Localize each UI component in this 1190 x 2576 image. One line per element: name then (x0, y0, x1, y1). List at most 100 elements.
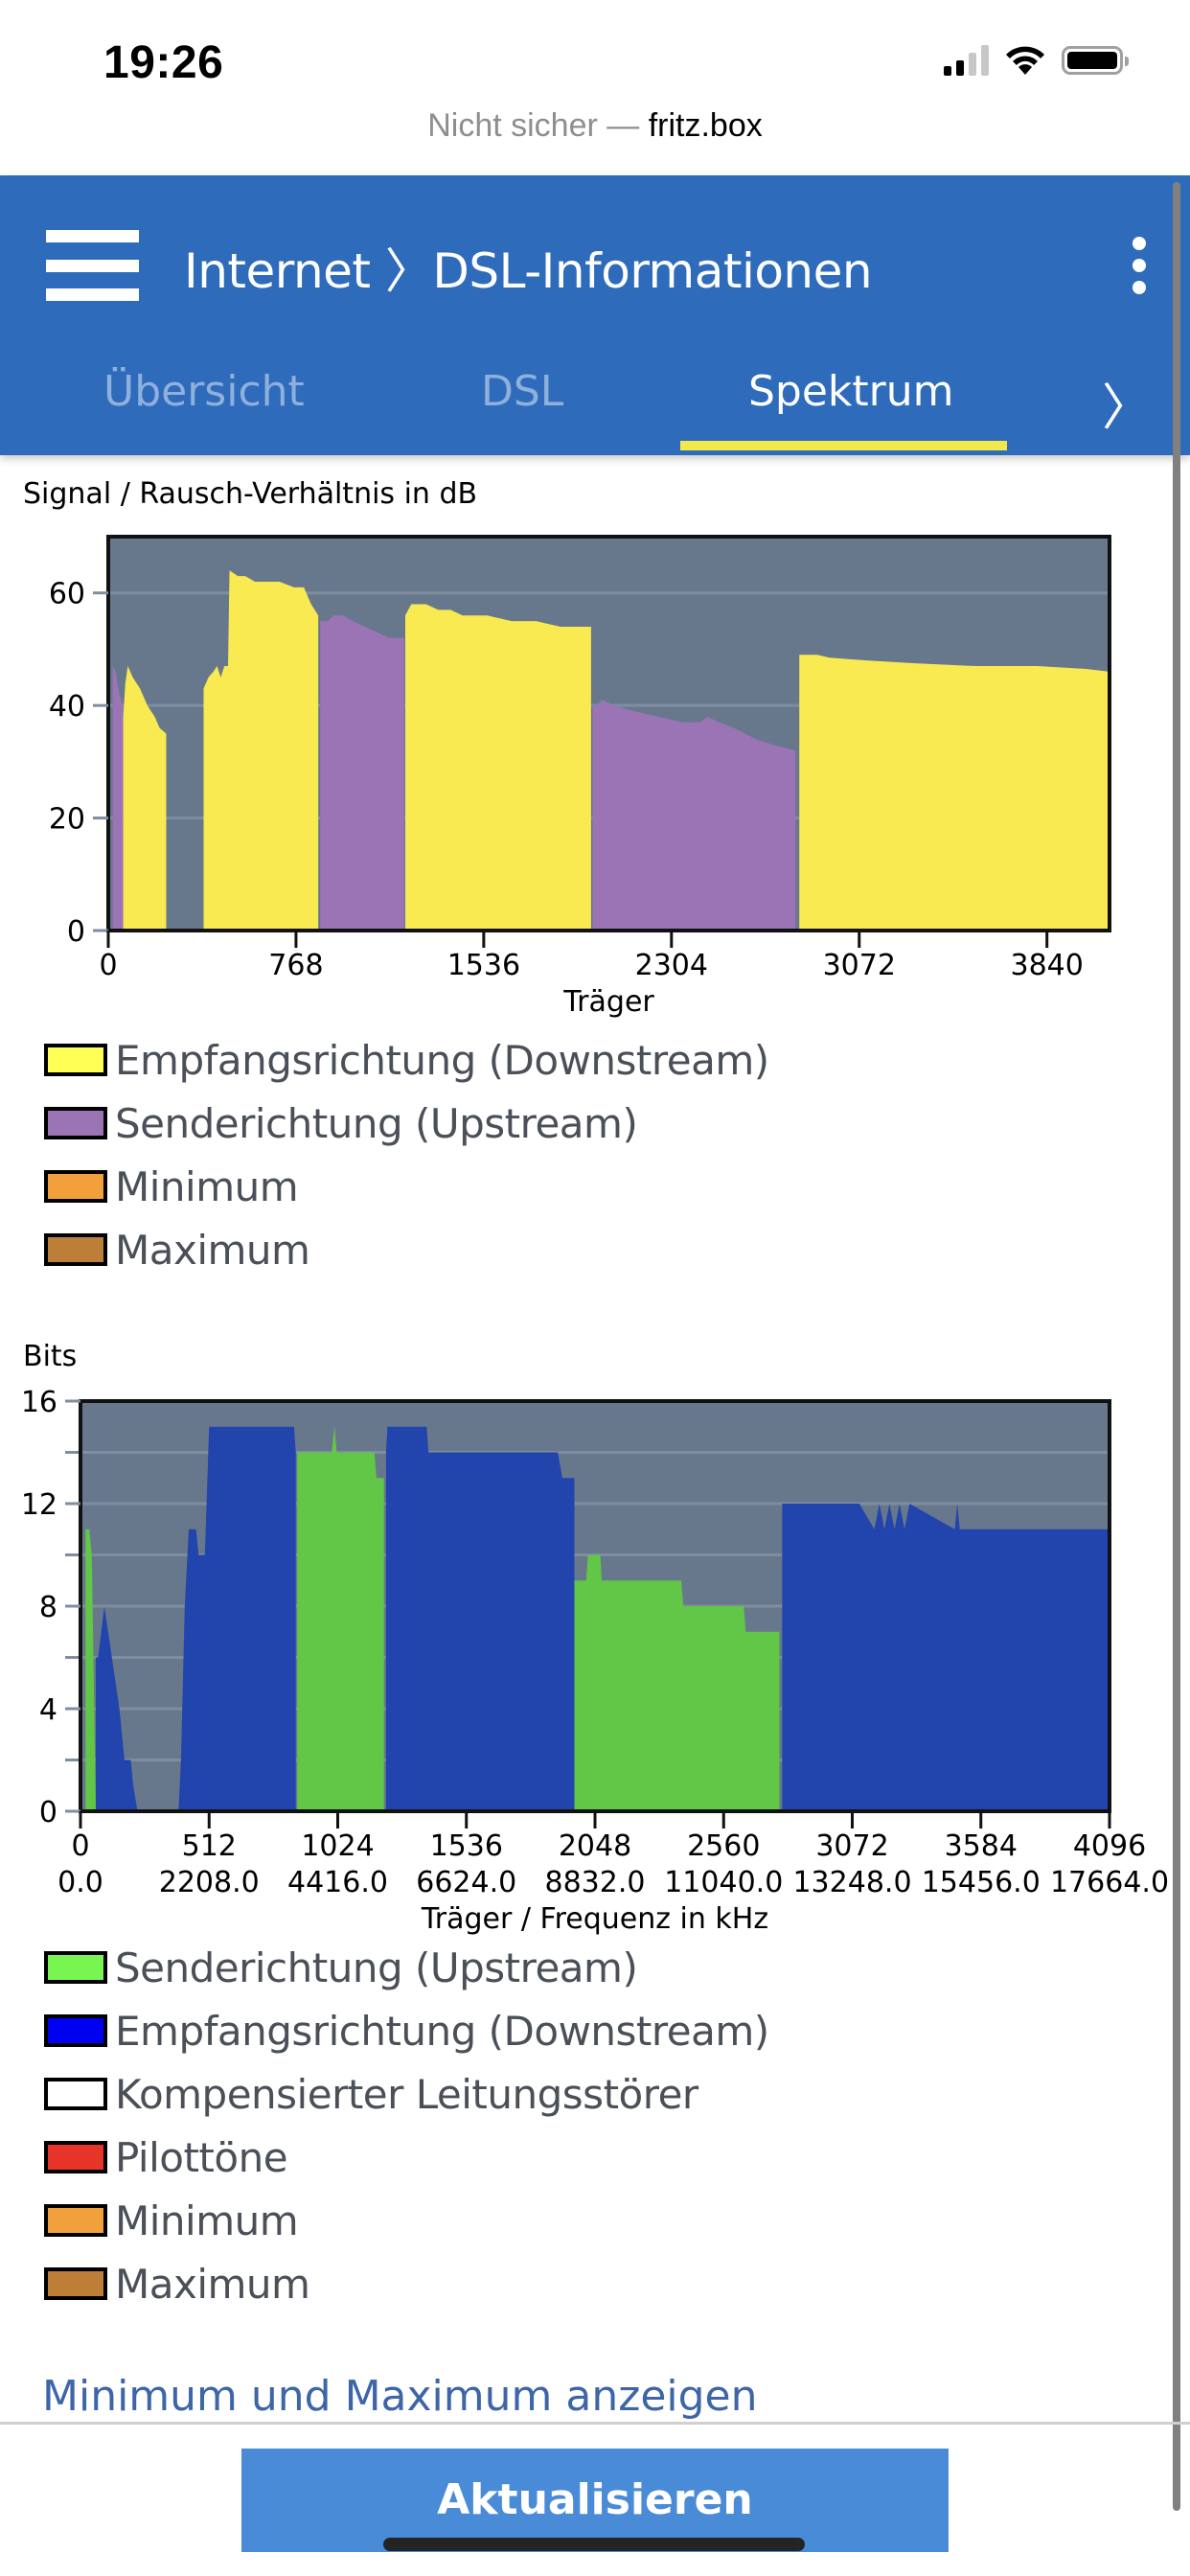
legend-item: Senderichtung (Upstream) (44, 1936, 769, 1999)
snr-chart: 0 20 40 60 0 768 1536 2304 3072 3840 Träger (49, 535, 1111, 1019)
plot-frame (106, 535, 1111, 932)
series-area (320, 615, 404, 931)
more-options-icon[interactable] (1133, 237, 1148, 294)
home-indicator (383, 2538, 805, 2551)
y-tick-label: 0 (67, 915, 85, 949)
battery-icon (1062, 46, 1129, 75)
series-area (799, 655, 1110, 931)
legend-swatch (44, 2141, 107, 2174)
wifi-icon (1006, 46, 1044, 75)
x-freq-tick-label: 13248.0 (792, 1866, 911, 1899)
legend-label: Empfangsrichtung (Downstream) (115, 2007, 769, 2055)
x-freq-tick-label: 15456.0 (922, 1866, 1041, 1899)
y-tick-label: 0 (39, 1796, 57, 1829)
legend-item: Senderichtung (Upstream) (44, 1092, 769, 1155)
series-area (95, 1606, 138, 1811)
x-freq-tick-label: 17664.0 (1050, 1866, 1169, 1899)
x-tick-label: 3072 (815, 1829, 888, 1863)
tab-dsl[interactable]: DSL (481, 367, 564, 416)
y-tick-label: 4 (39, 1693, 57, 1727)
status-icons (944, 44, 1129, 77)
series-area (592, 700, 796, 931)
y-tick-label: 16 (21, 1386, 57, 1419)
x-freq-tick-label: 11040.0 (664, 1866, 783, 1899)
series-area (203, 570, 319, 931)
y-tick-label: 20 (49, 803, 85, 837)
legend-swatch (44, 1044, 107, 1076)
legend-label: Kompensierter Leitungsstörer (115, 2070, 698, 2118)
status-bar: 19:26 (0, 0, 1190, 115)
x-tick-label: 0 (99, 949, 117, 982)
x-tick-label: 3584 (945, 1829, 1018, 1863)
legend-label: Minimum (115, 2196, 299, 2244)
bits-legend: Senderichtung (Upstream) Empfangsrichtung… (44, 1936, 769, 2315)
show-min-max-link[interactable]: Minimum und Maximum anzeigen (42, 2372, 758, 2421)
bits-chart-title: Bits (23, 1340, 78, 1373)
x-freq-tick-label: 8832.0 (545, 1866, 646, 1899)
series-area (123, 666, 167, 931)
legend-item: Empfangsrichtung (Downstream) (44, 1028, 769, 1092)
legend-label: Pilottöne (115, 2133, 288, 2181)
x-tick-label: 2048 (559, 1829, 631, 1863)
legend-label: Senderichtung (Upstream) (115, 1099, 638, 1147)
legend-label: Minimum (115, 1162, 299, 1210)
series-area (404, 604, 591, 931)
cellular-signal-icon (944, 45, 989, 76)
status-time: 19:26 (103, 37, 224, 88)
tab-uebersicht[interactable]: Übersicht (103, 367, 305, 416)
legend-swatch (44, 1107, 107, 1139)
y-tick-label: 12 (21, 1488, 57, 1522)
x-tick-label: 1536 (430, 1829, 503, 1863)
x-tick-label: 2560 (687, 1829, 760, 1863)
app-header: Internet 〉DSL-Informationen Übersicht DS… (0, 175, 1190, 455)
legend-swatch (44, 2014, 107, 2047)
legend-item: Empfangsrichtung (Downstream) (44, 1999, 769, 2062)
url-host: fritz.box (648, 107, 763, 144)
x-freq-tick-label: 4416.0 (287, 1866, 388, 1899)
bits-chart: 048121600.05122208.010244416.015366624.0… (21, 1386, 1169, 1936)
y-tick-label: 60 (49, 578, 85, 611)
chevron-right-icon[interactable]: 〉 (1101, 380, 1152, 437)
snr-legend: Empfangsrichtung (Downstream) Senderichtu… (44, 1028, 769, 1281)
url-security-label: Nicht sicher — (427, 107, 649, 144)
menu-icon[interactable] (46, 230, 139, 301)
x-tick-label: 768 (268, 949, 323, 982)
tab-spektrum[interactable]: Spektrum (748, 367, 954, 416)
series-area (178, 1426, 296, 1811)
x-freq-tick-label: 6624.0 (416, 1866, 516, 1899)
x-tick-label: 3072 (823, 949, 896, 982)
legend-label: Maximum (115, 1226, 310, 1274)
legend-swatch (44, 1951, 107, 1984)
legend-item: Minimum (44, 2189, 769, 2252)
legend-label: Maximum (115, 2260, 310, 2308)
series-area (85, 1529, 96, 1811)
snr-chart-title: Signal / Rausch-Verhältnis in dB (23, 477, 478, 511)
x-axis-label: Träger / Frequenz in kHz (421, 1902, 768, 1936)
y-tick-label: 40 (49, 690, 85, 724)
legend-item: Kompensierter Leitungsstörer (44, 2062, 769, 2126)
x-axis-label: Träger (562, 985, 654, 1019)
divider (0, 2422, 1190, 2425)
legend-swatch (44, 2267, 107, 2300)
scrollbar[interactable] (1173, 182, 1180, 2511)
series-area (297, 1426, 384, 1811)
page-title: Internet 〉DSL-Informationen (184, 243, 873, 299)
legend-swatch (44, 1170, 107, 1203)
refresh-button[interactable]: Aktualisieren (241, 2449, 949, 2552)
series-area (112, 666, 124, 931)
series-area (385, 1426, 575, 1811)
x-tick-label: 3840 (1011, 949, 1084, 982)
x-tick-label: 1024 (301, 1829, 374, 1863)
tab-bar: Übersicht DSL Spektrum (0, 367, 1190, 455)
legend-item: Maximum (44, 2252, 769, 2315)
legend-label: Empfangsrichtung (Downstream) (115, 1036, 769, 1084)
x-freq-tick-label: 0.0 (57, 1866, 103, 1899)
legend-swatch (44, 1233, 107, 1266)
url-bar[interactable]: Nicht sicher — fritz.box (0, 107, 1190, 145)
x-tick-label: 512 (182, 1829, 237, 1863)
y-tick-label: 8 (39, 1591, 57, 1624)
x-tick-label: 1536 (447, 949, 520, 982)
series-area (573, 1554, 780, 1811)
legend-swatch (44, 2204, 107, 2237)
legend-swatch (44, 2078, 107, 2110)
